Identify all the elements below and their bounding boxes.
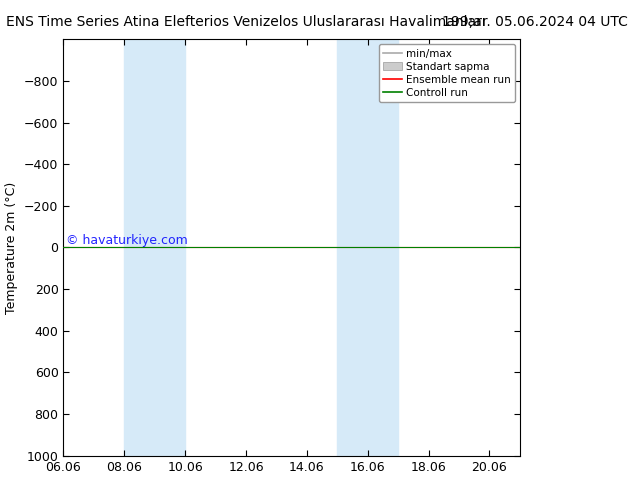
Text: 199;ar. 05.06.2024 04 UTC: 199;ar. 05.06.2024 04 UTC	[442, 15, 628, 29]
Legend: min/max, Standart sapma, Ensemble mean run, Controll run: min/max, Standart sapma, Ensemble mean r…	[378, 45, 515, 102]
Bar	[337, 39, 398, 456]
Text: ENS Time Series Atina Elefterios Venizelos Uluslararası Havalimanları: ENS Time Series Atina Elefterios Venizel…	[6, 15, 486, 29]
Bar	[124, 39, 185, 456]
Y-axis label: Temperature 2m (°C): Temperature 2m (°C)	[6, 181, 18, 314]
Text: © havaturkiye.com: © havaturkiye.com	[66, 234, 188, 247]
